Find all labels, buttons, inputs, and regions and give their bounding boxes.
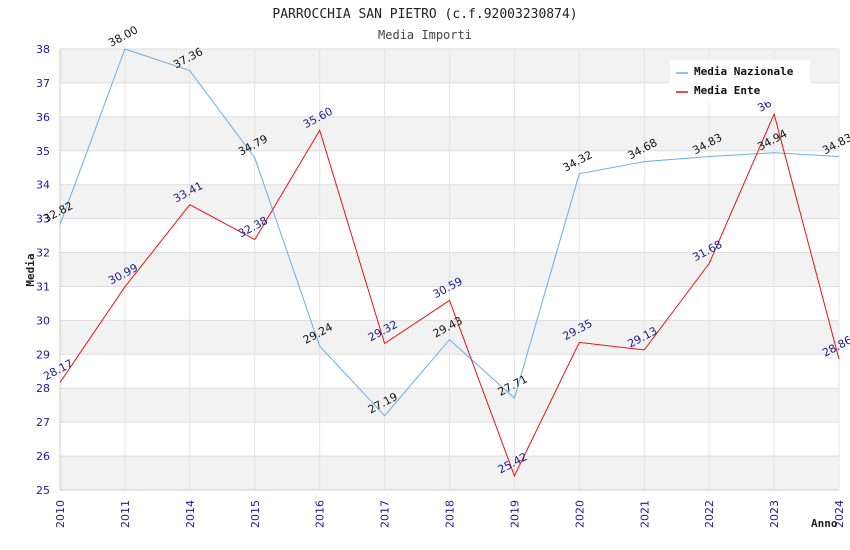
data-label: 38.00: [106, 23, 140, 49]
x-tick-label: 2017: [379, 500, 392, 528]
series-line-media-ente: [59, 112, 840, 478]
x-tick-label: 2023: [768, 500, 781, 528]
y-tick-label: 28: [36, 382, 50, 395]
x-tick-label: 2018: [444, 500, 457, 528]
y-tick-label: 31: [36, 280, 50, 293]
chart-title: PARROCCHIA SAN PIETRO (c.f.92003230874): [272, 7, 577, 22]
y-tick-label: 35: [36, 145, 50, 158]
series-line-media-nazionale: [59, 48, 840, 417]
x-tick-label: 2019: [508, 500, 521, 528]
y-tick-label: 29: [36, 348, 50, 361]
x-tick-label: 2020: [573, 500, 586, 528]
y-tick-label: 37: [36, 77, 50, 90]
x-tick-label: 2014: [184, 500, 197, 528]
x-axis-ticks: 2010 2011 2014 2015 2016 2017 2018 2019 2020 2021…: [54, 500, 846, 528]
y-tick-label: 26: [36, 450, 50, 463]
legend-box: [670, 60, 810, 102]
x-axis-title: Anno: [811, 517, 838, 530]
y-tick-label: 38: [36, 43, 50, 56]
x-tick-label: 2021: [638, 500, 651, 528]
x-tick-label: 2011: [119, 500, 132, 528]
x-tick-label: 2010: [54, 500, 67, 528]
series-lines: [59, 48, 840, 478]
y-tick-label: 36: [36, 111, 50, 124]
y-tick-label: 27: [36, 416, 50, 429]
legend: Media Nazionale Media Ente: [670, 60, 810, 102]
y-tick-label: 33: [36, 213, 50, 226]
grid-lines: [59, 48, 840, 491]
legend-label-media-nazionale: Media Nazionale: [694, 65, 794, 78]
y-axis-title: Media: [24, 253, 37, 286]
x-tick-label: 2022: [703, 500, 716, 528]
y-tick-label: 32: [36, 247, 50, 260]
x-tick-label: 2024: [833, 500, 846, 528]
x-tick-label: 2015: [249, 500, 262, 528]
y-tick-label: 34: [36, 179, 50, 192]
y-tick-label: 25: [36, 484, 50, 497]
y-axis-ticks: 25 26 27 28 29 30 31 32 33 34 35 36 37 38: [36, 43, 50, 497]
y-tick-label: 30: [36, 314, 50, 327]
x-tick-label: 2016: [314, 500, 327, 528]
legend-label-media-ente: Media Ente: [694, 84, 761, 97]
chart-subtitle: Media Importi: [378, 28, 472, 42]
